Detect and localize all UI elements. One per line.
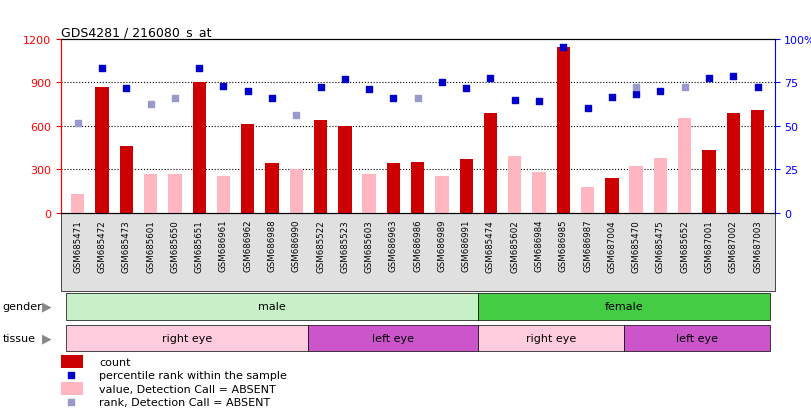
- Bar: [217, 177, 230, 213]
- Point: [629, 84, 642, 91]
- Bar: [62, 356, 83, 368]
- Bar: [308, 325, 478, 351]
- Point: [265, 95, 278, 102]
- Point: [460, 85, 473, 92]
- Point: [169, 95, 182, 102]
- Bar: [265, 164, 279, 213]
- Point: [727, 74, 740, 81]
- Bar: [411, 162, 424, 213]
- Point: [193, 65, 206, 72]
- Point: [678, 84, 691, 91]
- Point: [144, 101, 157, 108]
- Text: count: count: [99, 357, 131, 367]
- Bar: [290, 170, 303, 213]
- Bar: [96, 88, 109, 213]
- Text: gender: gender: [2, 301, 42, 311]
- Bar: [484, 113, 497, 213]
- Point: [581, 106, 594, 112]
- Bar: [314, 121, 328, 213]
- Point: [605, 94, 618, 101]
- Bar: [478, 325, 624, 351]
- Bar: [727, 113, 740, 213]
- Bar: [556, 48, 570, 213]
- Bar: [508, 157, 521, 213]
- Point: [702, 75, 715, 82]
- Point: [65, 372, 78, 379]
- Bar: [387, 164, 400, 213]
- Point: [120, 85, 133, 92]
- Bar: [702, 151, 715, 213]
- Bar: [624, 325, 770, 351]
- Point: [436, 80, 448, 86]
- Bar: [192, 83, 206, 213]
- Point: [533, 99, 546, 105]
- Bar: [654, 158, 667, 213]
- Bar: [532, 173, 546, 213]
- Point: [751, 84, 764, 91]
- Text: right eye: right eye: [526, 333, 577, 343]
- Bar: [629, 167, 643, 213]
- Text: ▶: ▶: [42, 300, 52, 313]
- Text: left eye: left eye: [676, 333, 718, 343]
- Point: [508, 97, 521, 104]
- Point: [338, 77, 351, 83]
- Bar: [460, 159, 473, 213]
- Bar: [363, 174, 375, 213]
- Point: [387, 95, 400, 102]
- Point: [217, 83, 230, 90]
- Text: GDS4281 / 216080_s_at: GDS4281 / 216080_s_at: [61, 26, 212, 38]
- Point: [241, 88, 254, 95]
- Bar: [71, 195, 84, 213]
- Text: percentile rank within the sample: percentile rank within the sample: [99, 370, 287, 380]
- Point: [71, 120, 84, 127]
- Point: [654, 88, 667, 95]
- Point: [484, 75, 497, 82]
- Bar: [66, 293, 478, 320]
- Text: female: female: [605, 301, 643, 311]
- Bar: [62, 382, 83, 395]
- Point: [629, 91, 642, 98]
- Point: [557, 45, 570, 52]
- Point: [363, 87, 375, 94]
- Bar: [581, 188, 594, 213]
- Bar: [678, 119, 691, 213]
- Text: value, Detection Call = ABSENT: value, Detection Call = ABSENT: [99, 384, 276, 394]
- Point: [411, 95, 424, 102]
- Text: rank, Detection Call = ABSENT: rank, Detection Call = ABSENT: [99, 397, 270, 407]
- Text: tissue: tissue: [2, 333, 36, 343]
- Bar: [478, 293, 770, 320]
- Point: [96, 65, 109, 72]
- Text: right eye: right eye: [162, 333, 212, 343]
- Bar: [66, 325, 308, 351]
- Text: left eye: left eye: [372, 333, 414, 343]
- Bar: [241, 125, 255, 213]
- Bar: [338, 126, 351, 213]
- Text: ▶: ▶: [42, 332, 52, 345]
- Bar: [144, 174, 157, 213]
- Bar: [436, 177, 448, 213]
- Bar: [751, 110, 764, 213]
- Text: male: male: [258, 301, 286, 311]
- Point: [65, 399, 78, 406]
- Bar: [168, 174, 182, 213]
- Bar: [120, 147, 133, 213]
- Point: [314, 84, 327, 91]
- Bar: [605, 178, 619, 213]
- Point: [290, 112, 303, 119]
